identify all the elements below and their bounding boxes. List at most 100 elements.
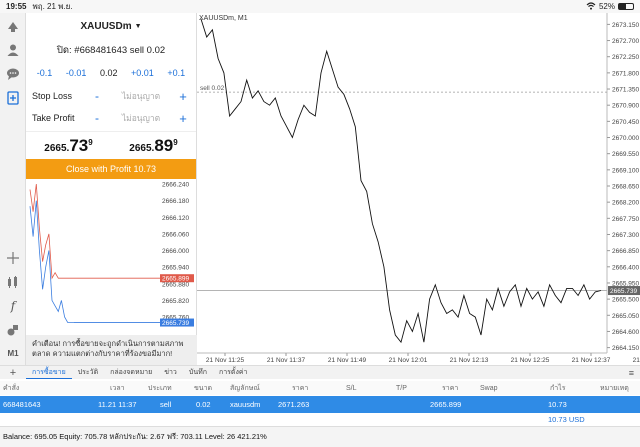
y-tick-label: 2671.350 [612,87,639,94]
function-icon[interactable]: f [10,299,16,313]
x-tick-label: 21 Nov 11:37 [267,357,306,364]
chart-title: XAUUSDm, M1 [199,15,248,22]
y-tick-label: 2667.750 [612,216,639,223]
row-symbol: xauusdm [230,400,261,409]
stop-loss-row: Stop Loss - ไม่อนุญาต + [26,85,196,107]
row-profit: 10.73 [548,400,567,409]
take-profit-field[interactable]: ไม่อนุญาต [121,113,161,123]
table-row[interactable]: 668481643 11.21 11:37 sell 0.02 xauusdm … [0,396,640,413]
mini-ask-series [29,183,74,280]
timeframe-button[interactable]: M1 [7,348,19,358]
volume-plus-0-1-button[interactable]: +0.1 [167,68,186,78]
stop-loss-plus-button[interactable]: + [179,88,187,104]
y-tick-label: 2664.150 [612,345,639,352]
mini-y-tick-label: 2665.880 [162,281,189,288]
mini-y-tick-label: 2665.760 [162,315,189,322]
ask-price: 2665. 89 9 [129,135,178,155]
add-icon[interactable]: + [9,366,17,379]
y-tick-label: 2664.600 [612,329,639,336]
mini-y-tick-label: 2666.000 [162,248,189,255]
trade-up-icon[interactable] [4,17,22,35]
y-tick-label: 2667.300 [612,232,639,239]
y-tick-label: 2673.150 [612,22,639,29]
x-tick-label: 21 Nov 11:49 [328,357,367,364]
row-type: sell [160,400,172,409]
y-tick-label: 2672.250 [612,54,639,61]
y-tick-label: 2670.000 [612,135,639,142]
mini-y-tick-label: 2666.060 [162,231,189,238]
mini-ask-label: 2665.899 [162,276,189,283]
balance-bar: Balance: 695.05 Equity: 705.78 หลักประกั… [0,426,640,447]
mini-y-tick-label: 2666.240 [162,182,189,189]
close-with-profit-button[interactable]: Close with Profit 10.73 [26,159,196,179]
volume-minus-0-01-button[interactable]: -0.01 [65,68,87,78]
battery-icon [618,3,634,10]
y-tick-label: 2666.400 [612,264,639,271]
order-panel: XAUUSDm ▼ ปิด: #668481643 sell 0.02 -0.1… [26,13,197,365]
volume-plus-0-01-button[interactable]: +0.01 [131,68,154,78]
y-tick-label: 2669.550 [612,151,639,158]
col-size: ขนาด [194,384,213,392]
mini-ask-tag [160,274,194,283]
tab-journal[interactable]: บันทึก [188,369,207,376]
left-toolbar: f M1 [0,13,26,365]
tab-settings[interactable]: การตั้งค่า [218,369,248,376]
y-tick-label: 2668.200 [612,200,639,207]
total-profit: 10.73 USD [548,415,585,424]
tab-news[interactable]: ข่าว [164,369,177,376]
volume-value[interactable]: 0.02 [99,68,118,78]
indicators-icon[interactable] [4,273,22,291]
row-time: 11.21 11:37 [98,400,137,409]
col-type: ประเภท [148,384,172,392]
y-tick-label: 2669.100 [612,167,639,174]
tab-trade[interactable]: การซื้อขาย [26,367,72,379]
y-tick-label: 2665.500 [612,297,639,304]
crosshair-icon[interactable] [4,249,22,267]
take-profit-minus-button[interactable]: - [95,111,99,125]
x-tick-label: 21 Nov 12:01 [389,357,428,364]
x-tick-label: 21 Nov 12:13 [450,357,489,364]
table-header: คำสั่ง เวลา ประเภท ขนาด สัญลักษณ์ ราคา S… [0,381,640,395]
volume-minus-0-1-button[interactable]: -0.1 [36,68,53,78]
row-current-price: 2665.899 [430,400,462,409]
stop-loss-field[interactable]: ไม่อนุญาต [121,91,161,101]
mini-bid-series [29,200,74,323]
take-profit-row: Take Profit - ไม่อนุญาต + [26,107,196,129]
new-order-icon[interactable] [4,89,22,107]
symbol-selector[interactable]: XAUUSDm ▼ [26,13,196,39]
tab-history[interactable]: ประวัติ [77,369,99,376]
col-order: คำสั่ง [3,384,20,392]
take-profit-label: Take Profit [32,113,75,123]
col-symbol: สัญลักษณ์ [230,384,260,392]
col-tp: T/P [396,384,407,392]
y-tick-label: 2670.450 [612,119,639,126]
mini-y-tick-label: 2666.180 [162,198,189,205]
wifi-icon [586,1,596,12]
col-swap: Swap [480,384,498,392]
status-bar: 19:55 พฤ. 21 พ.ย. 52% [0,0,640,13]
col-sl: S/L [346,384,357,392]
row-order: 668481643 [3,400,41,409]
mini-y-tick-label: 2666.120 [162,215,189,222]
take-profit-plus-button[interactable]: + [179,110,187,126]
battery-percent: 52% [598,2,615,11]
row-size: 0.02 [196,400,211,409]
col-current-price: ราคา [442,384,459,392]
objects-icon[interactable] [4,321,22,339]
position-label: sell 0.02 [200,85,225,92]
price-chart[interactable]: 2673.150 2672.700 2672.250 2671.800 2671.350… [197,13,640,365]
current-price-label: 2665.739 [610,288,637,295]
warning-message: คำเตือน! การซื้อขายจะถูกดำเนินการตามสภาพ… [26,335,197,365]
stop-loss-minus-button[interactable]: - [95,89,99,103]
tick-chart-svg: 2666.240 2666.180 2666.120 2666.060 2666.000… [29,182,194,327]
x-tick-label: 21 Nov 12:37 [572,357,611,364]
chat-icon[interactable] [4,65,22,83]
y-tick-label: 2668.650 [612,184,639,191]
order-title: ปิด: #668481643 sell 0.02 [56,44,166,56]
mini-y-tick-label: 2665.820 [162,298,189,305]
tab-mailbox[interactable]: กล่องจดหมาย [110,369,153,376]
x-tick-label: 21 Nov 12:25 [511,357,550,364]
account-icon[interactable] [4,41,22,59]
menu-icon[interactable]: ≡ [628,367,634,378]
